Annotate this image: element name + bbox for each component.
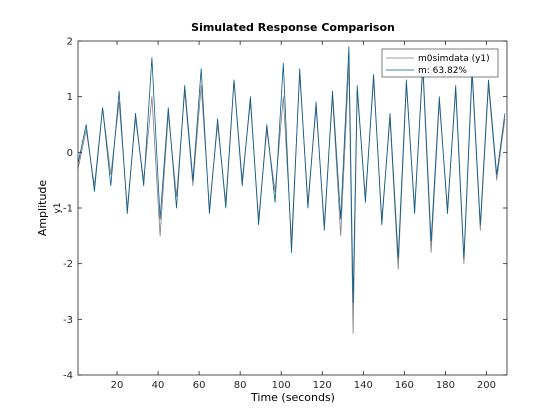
chart-title: Simulated Response Comparison bbox=[191, 21, 395, 34]
x-tick-label-1: 40 bbox=[152, 380, 165, 391]
x-tick-label-3: 80 bbox=[234, 380, 247, 391]
x-tick-label-0: 20 bbox=[111, 380, 124, 391]
y-axis-channel-label: y1 bbox=[53, 202, 63, 213]
y-axis-label: Amplitude bbox=[36, 180, 49, 237]
y-tick-label-1: -3 bbox=[63, 315, 73, 326]
legend-entry-1: m: 63.82% bbox=[418, 66, 467, 76]
legend-entry-0: m0simdata (y1) bbox=[418, 54, 490, 64]
series-line-1 bbox=[77, 46, 506, 304]
legend[interactable]: m0simdata (y1) m: 63.82% bbox=[381, 48, 499, 78]
x-tick-label-4: 100 bbox=[272, 380, 291, 391]
x-axis-label: Time (seconds) bbox=[250, 391, 335, 404]
series-layer bbox=[77, 46, 506, 334]
x-tick-label-9: 200 bbox=[477, 380, 496, 391]
x-tick-label-5: 120 bbox=[313, 380, 332, 391]
x-tick-label-7: 160 bbox=[395, 380, 414, 391]
y-tick-label-4: 0 bbox=[67, 148, 73, 159]
y-tick-label-5: 1 bbox=[67, 92, 73, 103]
y-tick-label-3: -1 bbox=[63, 204, 73, 215]
y-tick-label-2: -2 bbox=[63, 259, 73, 270]
x-tick-label-8: 180 bbox=[436, 380, 455, 391]
y-tick-label-6: 2 bbox=[67, 37, 73, 48]
x-tick-label-6: 140 bbox=[354, 380, 373, 391]
legend-box bbox=[381, 48, 499, 78]
plot-area bbox=[78, 41, 507, 375]
x-tick-label-2: 60 bbox=[193, 380, 206, 391]
x-axis-ticks: 20 40 60 80 100 120 140 160 180 200 bbox=[111, 41, 496, 391]
y-tick-label-0: -4 bbox=[63, 371, 73, 382]
y-axis-ticks: -4 -3 -2 -1 0 1 2 bbox=[63, 37, 507, 382]
